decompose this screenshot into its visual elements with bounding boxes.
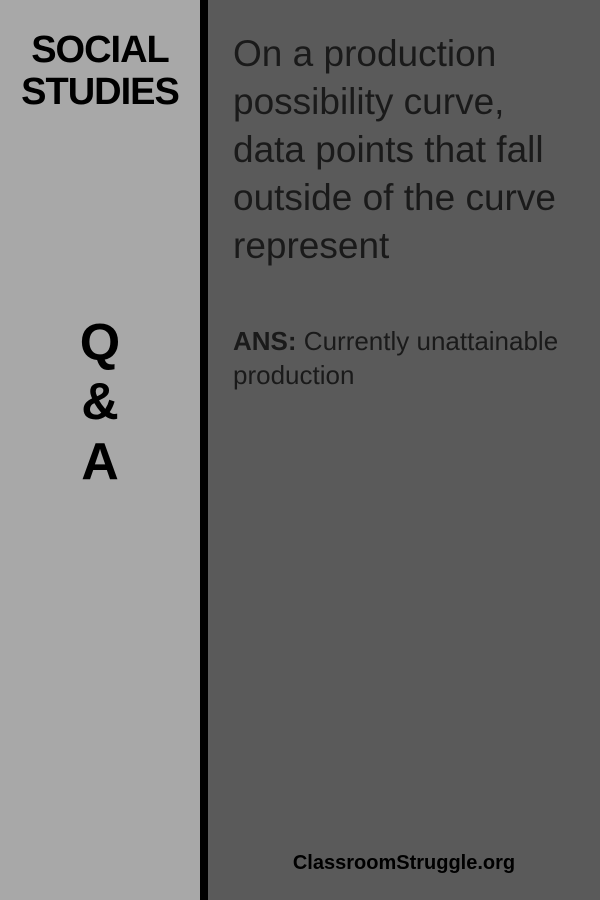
qa-line-q: Q (80, 314, 120, 374)
subject-line-2: STUDIES (21, 72, 179, 114)
right-panel: On a production possibility curve, data … (208, 0, 600, 900)
subject-title: SOCIAL STUDIES (21, 30, 179, 114)
question-text: On a production possibility curve, data … (233, 30, 575, 270)
footer-credit: ClassroomStruggle.org (208, 852, 600, 875)
qa-line-a: A (80, 433, 120, 493)
subject-line-1: SOCIAL (21, 30, 179, 72)
left-panel: SOCIAL STUDIES Q & A (0, 0, 200, 900)
answer-label: ANS: (233, 326, 297, 356)
vertical-divider (200, 0, 208, 900)
qa-label: Q & A (80, 314, 120, 493)
answer-block: ANS: Currently unattainable production (233, 325, 575, 393)
qa-line-amp: & (80, 373, 120, 433)
